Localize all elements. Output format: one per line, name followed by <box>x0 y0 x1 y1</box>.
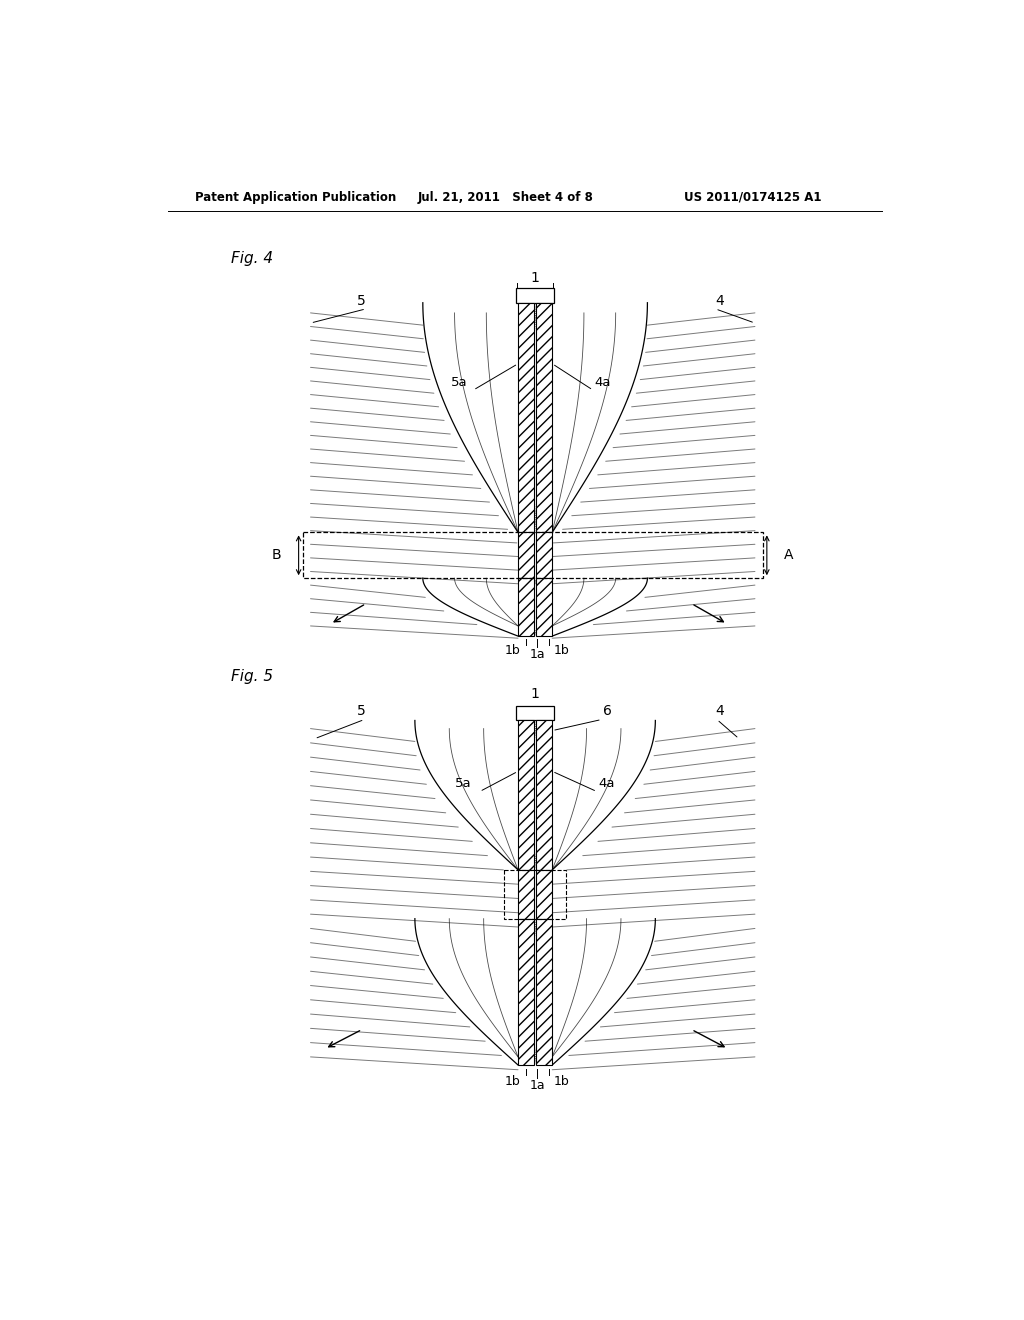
Text: 1: 1 <box>530 272 540 285</box>
Text: 1a: 1a <box>529 1078 546 1092</box>
Bar <box>537 532 552 578</box>
Text: Patent Application Publication: Patent Application Publication <box>196 190 396 203</box>
Bar <box>537 302 552 532</box>
Text: 1b: 1b <box>505 1074 521 1088</box>
Text: B: B <box>271 548 282 562</box>
Text: 1a: 1a <box>529 648 546 661</box>
Text: US 2011/0174125 A1: US 2011/0174125 A1 <box>684 190 821 203</box>
Text: 4a: 4a <box>599 777 615 789</box>
Text: 5a: 5a <box>455 777 472 789</box>
Text: 5: 5 <box>357 293 367 308</box>
Text: Fig. 4: Fig. 4 <box>231 251 273 265</box>
Bar <box>518 721 534 870</box>
Bar <box>303 532 763 578</box>
Text: A: A <box>784 548 794 562</box>
Bar <box>537 919 552 1065</box>
Bar <box>518 919 534 1065</box>
Bar <box>518 870 534 919</box>
Bar <box>518 302 534 532</box>
Bar <box>516 706 554 721</box>
Bar <box>537 721 552 870</box>
Text: 1: 1 <box>530 686 540 701</box>
Text: Fig. 5: Fig. 5 <box>231 669 273 684</box>
Text: Jul. 21, 2011   Sheet 4 of 8: Jul. 21, 2011 Sheet 4 of 8 <box>418 190 594 203</box>
Text: 4a: 4a <box>595 375 611 388</box>
Text: 5: 5 <box>357 705 367 718</box>
Bar <box>518 532 534 578</box>
Bar <box>516 289 554 302</box>
Text: 5a: 5a <box>451 375 468 388</box>
Text: 4: 4 <box>715 293 724 308</box>
Text: 1b: 1b <box>553 644 569 657</box>
Text: 1b: 1b <box>553 1074 569 1088</box>
Bar <box>518 578 534 636</box>
Text: 6: 6 <box>602 705 611 718</box>
Text: 1b: 1b <box>505 644 521 657</box>
Bar <box>537 578 552 636</box>
Text: 4: 4 <box>715 705 724 718</box>
Bar <box>504 870 566 919</box>
Bar <box>537 870 552 919</box>
